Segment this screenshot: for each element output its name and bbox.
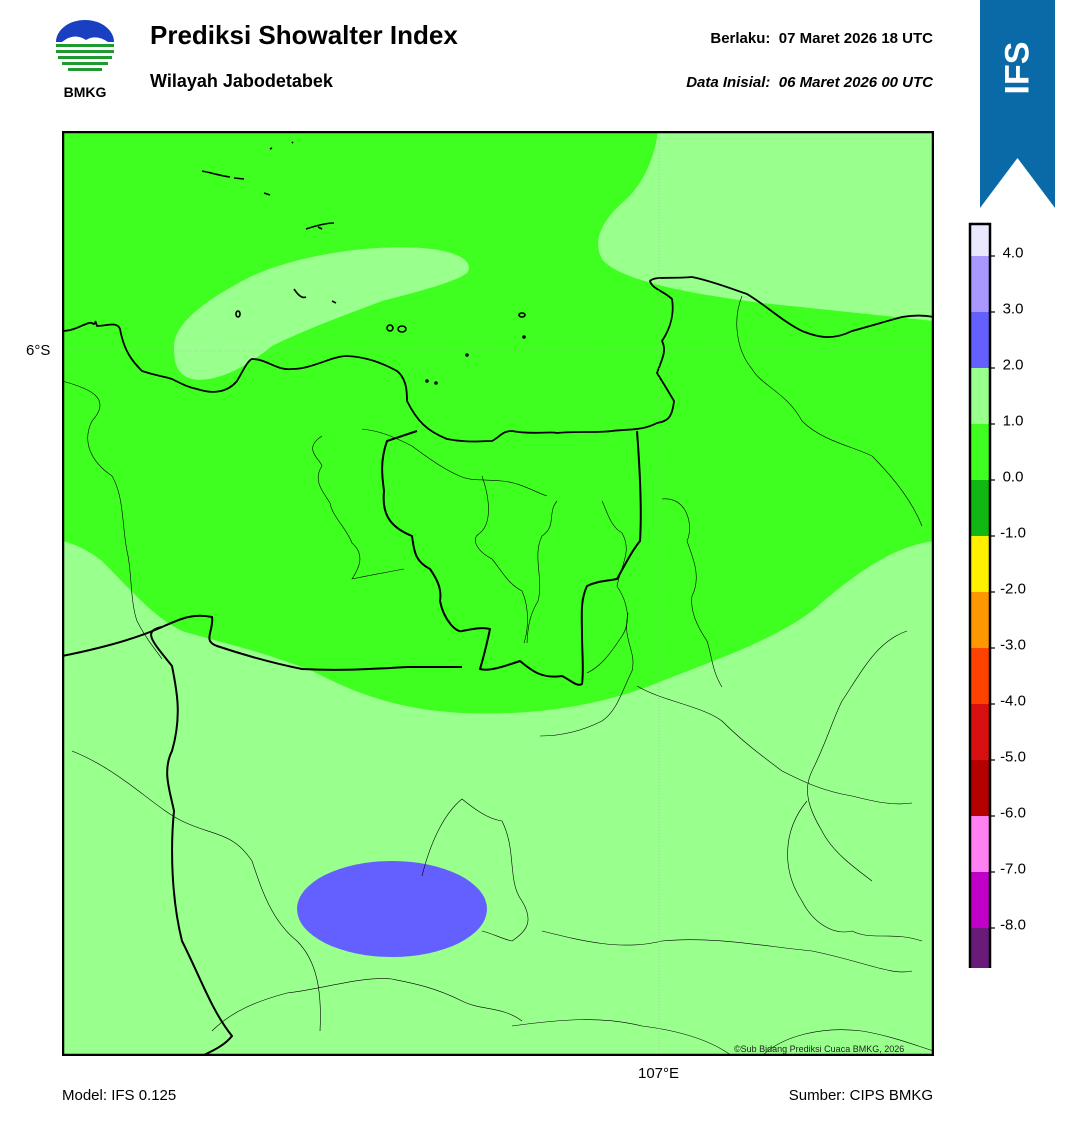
valid-label: Berlaku: xyxy=(710,30,771,47)
init-time: 06 Maret 2026 00 UTC xyxy=(778,74,933,91)
ribbon-text: IFS xyxy=(999,42,1037,95)
colorbar-canvas: 4.0 3.0 2.0 1.0 0.0 -1.0 -2.0 -3.0 -4.0 -5.0 -6.0 -… xyxy=(968,222,1026,986)
latitude-label: 6°S xyxy=(26,342,51,359)
colorbar-segment xyxy=(970,312,990,368)
colorbar-segment xyxy=(970,424,990,480)
showalter-fill-1-to-2 xyxy=(297,861,487,957)
colorbar-segment xyxy=(970,704,990,760)
colorbar-segment xyxy=(970,224,990,256)
bmkg-logo: BMKG xyxy=(52,20,118,102)
colorbar-segment xyxy=(970,760,990,816)
showalter-light-patch xyxy=(173,247,469,380)
longitude-label: 107°E xyxy=(638,1065,680,1082)
colorbar-segment xyxy=(970,592,990,648)
colorbar-tick-label: 2.0 xyxy=(1003,357,1024,374)
colorbar-tick-label: -5.0 xyxy=(1000,749,1026,766)
colorbar-tick-label: -8.0 xyxy=(1000,917,1026,934)
thousand-islands xyxy=(201,141,526,385)
page-title: Prediksi Showalter Index xyxy=(150,20,458,50)
valid-time: 07 Maret 2026 18 UTC xyxy=(778,30,933,47)
colorbar-tick-label: -6.0 xyxy=(1000,805,1026,822)
colorbar-segment xyxy=(970,648,990,704)
colorbar-tick-label: -1.0 xyxy=(1000,525,1026,542)
init-time-line: Data Inisial: 06 Maret 2026 00 UTC xyxy=(686,74,933,91)
bmkg-logo-icon: BMKG xyxy=(56,20,114,100)
colorbar-segment xyxy=(970,368,990,424)
page-subtitle: Wilayah Jabodetabek xyxy=(150,71,333,91)
init-label: Data Inisial: xyxy=(686,74,771,91)
colorbar-segment xyxy=(970,480,990,536)
source-label: Sumber: CIPS BMKG xyxy=(788,1087,933,1104)
valid-time-line: Berlaku: 07 Maret 2026 18 UTC xyxy=(710,30,933,47)
ribbon-shape xyxy=(980,0,1055,208)
colorbar-segment xyxy=(970,928,990,984)
colorbar-tick-label: 1.0 xyxy=(1003,413,1024,430)
colorbar-tick-label: -4.0 xyxy=(1000,693,1026,710)
colorbar-segment xyxy=(970,256,990,312)
colorbar-tick-label: 0.0 xyxy=(1003,469,1024,486)
copyright-note: ©Sub Bidang Prediksi Cuaca BMKG, 2026 xyxy=(734,1044,905,1054)
colorbar-tick-label: -7.0 xyxy=(1000,861,1026,878)
model-ribbon: IFS xyxy=(980,0,1055,210)
colorbar: 4.0 3.0 2.0 1.0 0.0 -1.0 -2.0 -3.0 -4.0 -5.0 -6.0 -… xyxy=(968,222,1068,986)
map-frame xyxy=(61,130,935,1057)
colorbar-tick-label: 4.0 xyxy=(1003,245,1024,262)
coastline xyxy=(61,276,935,443)
map-panel xyxy=(61,130,935,1057)
colorbar-tick-label: -3.0 xyxy=(1000,637,1026,654)
logo-text: BMKG xyxy=(64,84,107,100)
colorbar-tick-label: -2.0 xyxy=(1000,581,1026,598)
map-canvas xyxy=(61,130,935,1057)
model-label: Model: IFS 0.125 xyxy=(62,1087,177,1104)
colorbar-segment xyxy=(970,816,990,872)
colorbar-tick-label: 3.0 xyxy=(1003,301,1024,318)
regency-boundaries xyxy=(61,295,935,1057)
colorbar-segment xyxy=(970,872,990,928)
colorbar-segment xyxy=(970,536,990,592)
